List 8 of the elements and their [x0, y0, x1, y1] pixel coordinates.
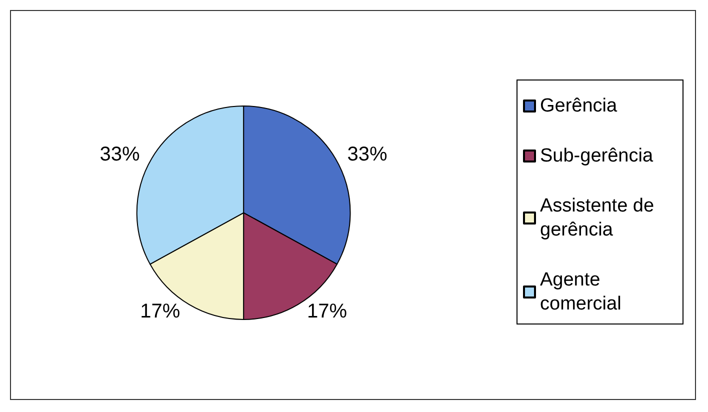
legend-label: Assistente de gerência [540, 196, 660, 240]
legend-label: Gerência [540, 96, 618, 116]
data-label: 17% [306, 300, 348, 322]
legend-label: Agente comercial [540, 270, 622, 314]
data-label: 33% [100, 143, 140, 166]
data-label: 33% [347, 143, 388, 166]
data-label: 17% [140, 300, 180, 322]
legend-label: Sub-gerência [540, 146, 654, 166]
